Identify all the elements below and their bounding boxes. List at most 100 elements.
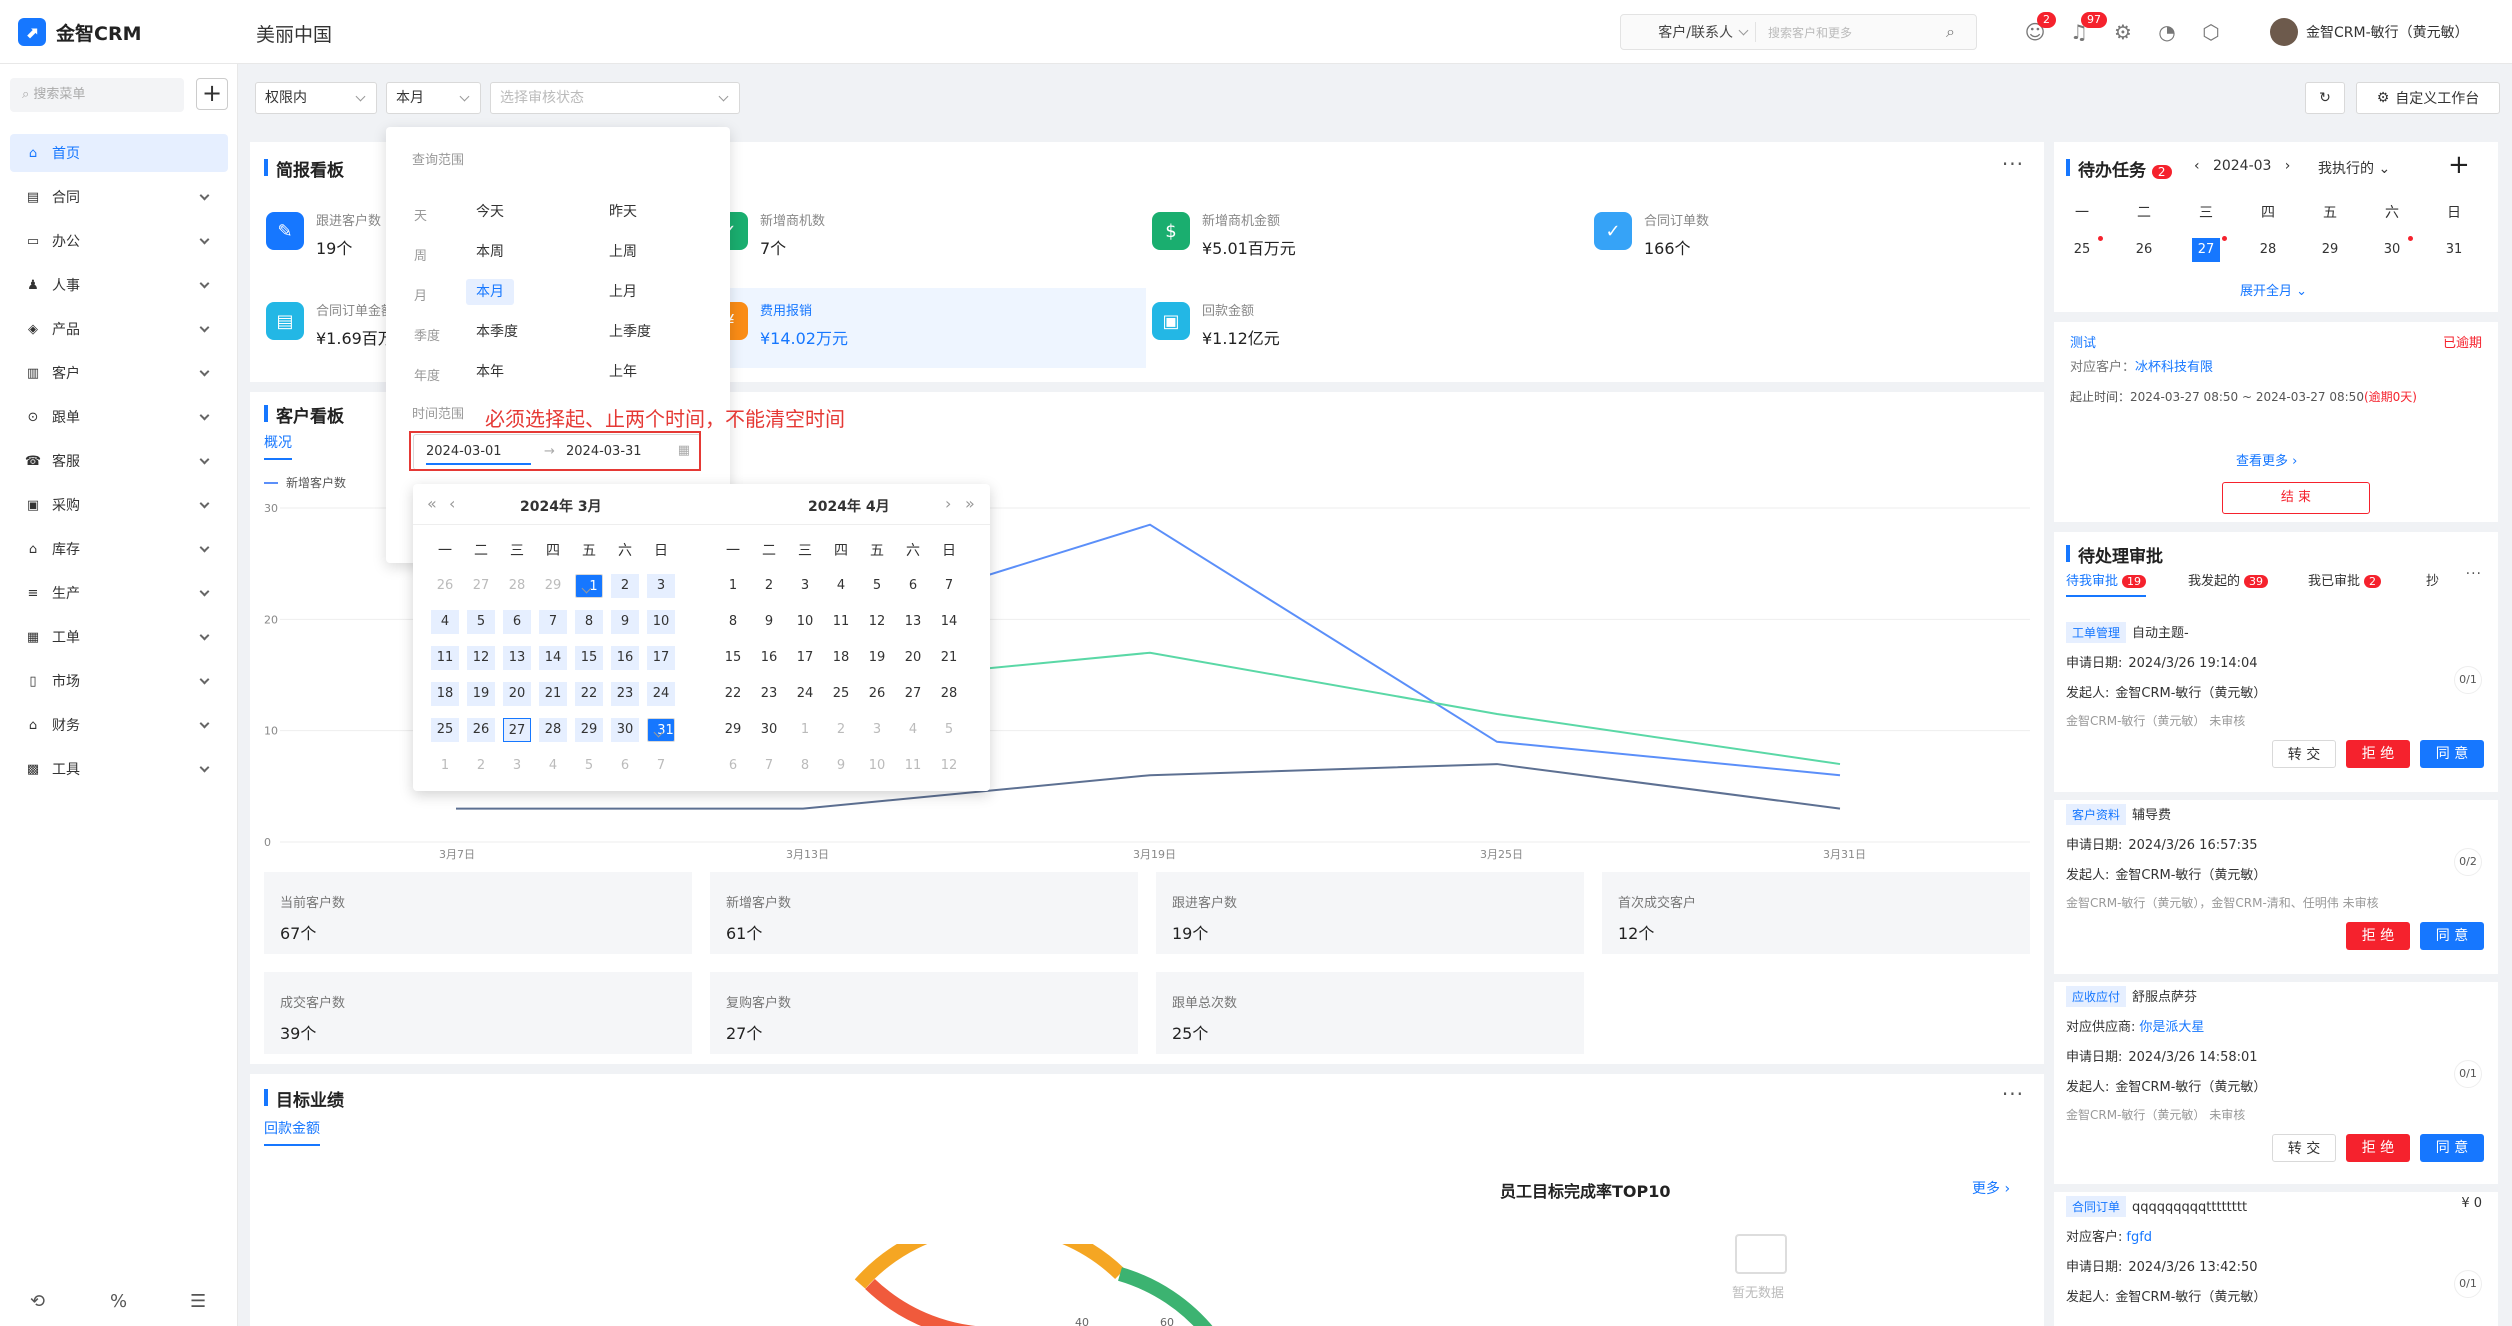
chevron-down-icon[interactable] — [199, 542, 210, 553]
sidebar-item-14[interactable]: ▩ 工具 — [10, 750, 228, 788]
custom-workbench-button[interactable]: ⚙ 自定义工作台 — [2356, 82, 2500, 114]
range-option[interactable]: 上年 — [609, 364, 637, 380]
finish-button[interactable]: 结 束 — [2222, 482, 2370, 514]
calendar-day[interactable]: 21 — [539, 682, 567, 706]
calendar-day[interactable]: 17 — [796, 650, 814, 665]
chevron-down-icon[interactable] — [199, 674, 210, 685]
chevron-down-icon[interactable] — [199, 278, 210, 289]
calendar-day[interactable]: 12 — [940, 758, 958, 773]
calendar-day[interactable]: 7 — [764, 758, 774, 773]
calendar-day[interactable]: 31 — [647, 718, 675, 742]
reject-button[interactable]: 拒 绝 — [2346, 740, 2410, 768]
chevron-down-icon[interactable] — [199, 762, 210, 773]
sidebar-item-3[interactable]: ♟ 人事 — [10, 266, 228, 304]
app-logo[interactable]: ⬈ 金智CRM — [18, 18, 141, 46]
approval-more-icon[interactable]: ··· — [2465, 566, 2482, 582]
calendar-day[interactable]: 5 — [584, 758, 594, 773]
calendar-day[interactable]: 25 — [431, 718, 459, 742]
percent-icon[interactable]: % — [110, 1291, 128, 1312]
chevron-down-icon[interactable] — [199, 718, 210, 729]
calendar-day[interactable]: 28 — [508, 578, 526, 593]
calendar-day[interactable]: 2 — [476, 758, 486, 773]
range-option[interactable]: 今天 — [476, 204, 504, 220]
range-option[interactable]: 本年 — [476, 364, 504, 380]
next-year-icon[interactable]: » — [965, 494, 975, 513]
kpi-card[interactable]: ¥费用报销¥14.02万元 — [710, 302, 848, 349]
calendar-day[interactable]: 12 — [868, 614, 886, 629]
expand-month-link[interactable]: 展开全月 ⌄ — [2240, 284, 2308, 299]
sidebar-item-0[interactable]: ⌂ 首页 — [10, 134, 228, 172]
calendar-day[interactable]: 13 — [503, 646, 531, 670]
approval-item-header[interactable]: 合同订单 qqqqqqqqqtttttttt — [2066, 1196, 2247, 1217]
sidebar-item-10[interactable]: ≡ 生产 — [10, 574, 228, 612]
calendar-day[interactable]: 23 — [760, 686, 778, 701]
calendar-day[interactable]: 7 — [656, 758, 666, 773]
calendar-day[interactable]: 5 — [872, 578, 882, 593]
calendar-day[interactable]: 10 — [647, 610, 675, 634]
chevron-down-icon[interactable] — [199, 498, 210, 509]
calendar-day[interactable]: 26 — [467, 718, 495, 742]
kpi-card[interactable]: ▤ 合同订单金额 ¥1.69百万 — [266, 302, 394, 349]
chevron-down-icon[interactable] — [199, 366, 210, 377]
calendar-day[interactable]: 20 — [904, 650, 922, 665]
approval-tab[interactable]: 我已审批 2 — [2308, 570, 2382, 589]
calendar-day[interactable]: 18 — [832, 650, 850, 665]
approval-item-header[interactable]: 应收应付 舒服点萨芬 — [2066, 986, 2197, 1007]
kpi-card[interactable]: ▣ 回款金额 ¥1.12亿元 — [1152, 302, 1280, 349]
todo-day[interactable]: 28 — [2259, 242, 2277, 257]
message-icon[interactable]: ☺ 2 — [2023, 12, 2056, 44]
calendar-day[interactable]: 4 — [431, 610, 459, 634]
chevron-down-icon[interactable] — [199, 234, 210, 245]
calendar-day[interactable]: 7 — [944, 578, 954, 593]
range-start[interactable]: 2024-03-01 — [426, 444, 531, 465]
chevron-down-icon[interactable] — [199, 322, 210, 333]
range-option[interactable]: 昨天 — [609, 204, 637, 220]
range-option[interactable]: 本季度 — [476, 324, 518, 340]
calendar-day[interactable]: 11 — [832, 614, 850, 629]
calendar-day[interactable]: 27 — [904, 686, 922, 701]
calendar-day[interactable]: 9 — [764, 614, 774, 629]
calendar-day[interactable]: 27 — [503, 718, 531, 742]
calendar-day[interactable]: 8 — [728, 614, 738, 629]
menu-search-input[interactable]: ⌕ 搜索菜单 — [10, 78, 184, 112]
calendar-day[interactable]: 30 — [611, 718, 639, 742]
refresh-button[interactable]: ↻ — [2305, 82, 2345, 114]
agree-button[interactable]: 同 意 — [2420, 740, 2484, 768]
sidebar-item-5[interactable]: ▥ 客户 — [10, 354, 228, 392]
sidebar-item-13[interactable]: ⌂ 财务 — [10, 706, 228, 744]
search-icon[interactable]: ⌕ — [1946, 22, 1955, 41]
calendar-day[interactable]: 16 — [611, 646, 639, 670]
scope-select[interactable]: 权限内 — [255, 82, 377, 114]
gear-icon[interactable]: ⚙ — [2114, 20, 2132, 44]
calendar-day[interactable]: 28 — [539, 718, 567, 742]
calendar-day[interactable]: 26 — [868, 686, 886, 701]
history-icon[interactable]: ⟲ — [30, 1291, 46, 1312]
todo-day[interactable]: 30 — [2383, 242, 2401, 257]
calendar-day[interactable]: 9 — [611, 610, 639, 634]
task-name[interactable]: 测试 — [2070, 336, 2097, 351]
calendar-day[interactable]: 22 — [724, 686, 742, 701]
calendar-day[interactable]: 6 — [620, 758, 630, 773]
search-type-select[interactable]: 客户/联系人 — [1621, 22, 1756, 42]
approval-tab[interactable]: 抄 — [2426, 570, 2439, 589]
calendar-day[interactable]: 17 — [647, 646, 675, 670]
calendar-day[interactable]: 27 — [472, 578, 490, 593]
calendar-day[interactable]: 16 — [760, 650, 778, 665]
todo-day[interactable]: 29 — [2321, 242, 2339, 257]
tab-payment[interactable]: 回款金额 — [264, 1118, 320, 1146]
more-icon[interactable]: ··· — [2001, 152, 2024, 176]
calendar-day[interactable]: 26 — [436, 578, 454, 593]
chart-icon[interactable]: ◔ — [2158, 20, 2176, 44]
calendar-day[interactable]: 22 — [575, 682, 603, 706]
calendar-day[interactable]: 19 — [467, 682, 495, 706]
range-option[interactable]: 上季度 — [609, 324, 651, 340]
calendar-day[interactable]: 13 — [904, 614, 922, 629]
calendar-day[interactable]: 8 — [575, 610, 603, 634]
calendar-day[interactable]: 1 — [440, 758, 450, 773]
calendar-day[interactable]: 24 — [647, 682, 675, 706]
sidebar-item-11[interactable]: ▦ 工单 — [10, 618, 228, 656]
calendar-day[interactable]: 15 — [575, 646, 603, 670]
kpi-card[interactable]: ✓ 合同订单数 166个 — [1594, 212, 1709, 259]
agree-button[interactable]: 同 意 — [2420, 1134, 2484, 1162]
chevron-down-icon[interactable] — [199, 190, 210, 201]
